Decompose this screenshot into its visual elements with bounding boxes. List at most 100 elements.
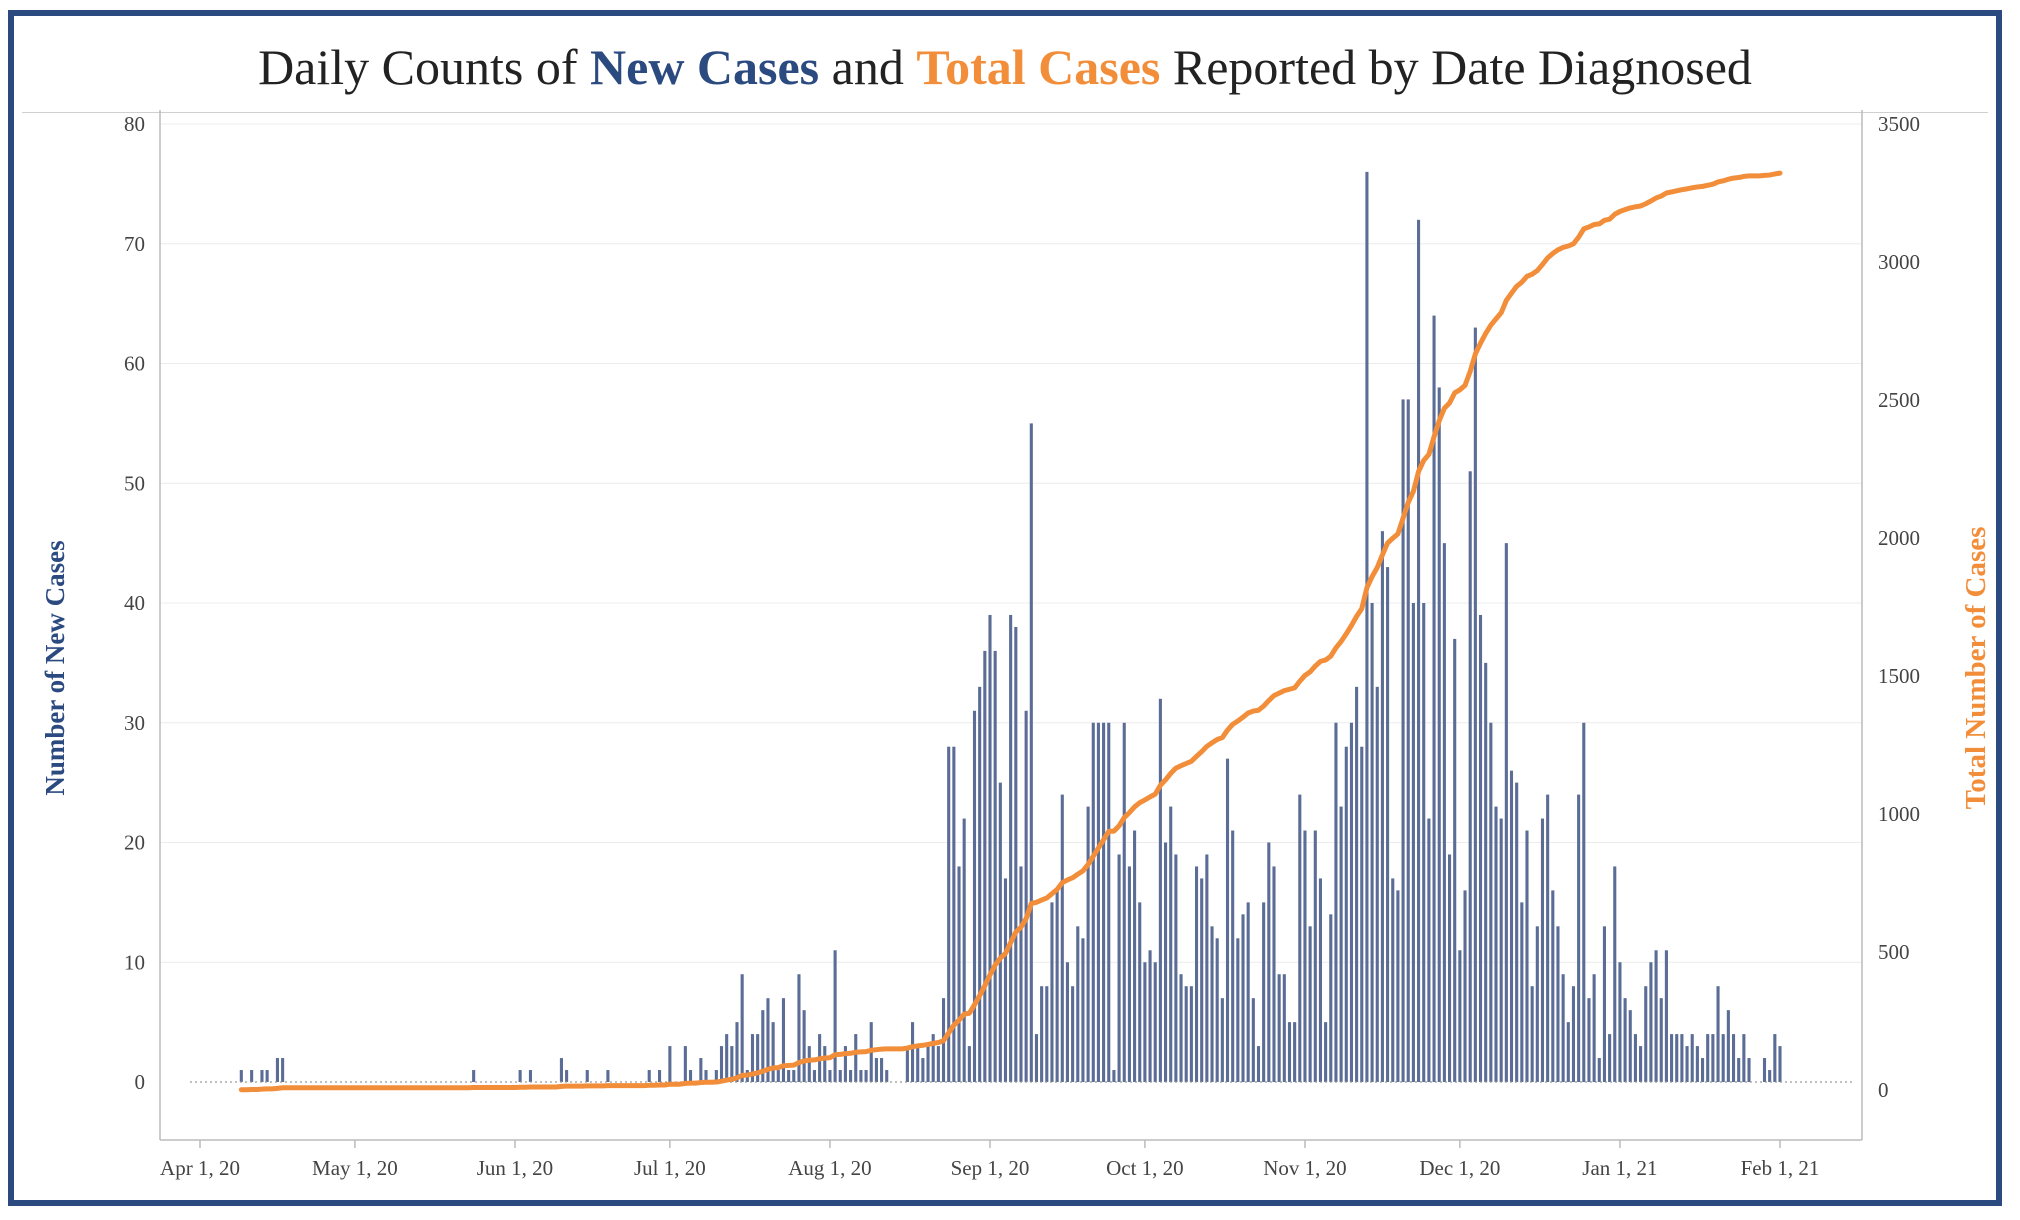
y-axis-title: Number of New Cases xyxy=(40,540,70,795)
new-cases-bar xyxy=(1370,603,1374,1082)
new-cases-bar xyxy=(559,1058,563,1082)
title-divider xyxy=(22,112,1988,113)
new-cases-bar xyxy=(1453,638,1457,1082)
y2-tick-label: 500 xyxy=(1878,940,1910,964)
new-cases-bar xyxy=(1164,842,1168,1082)
new-cases-bar xyxy=(1158,698,1162,1082)
new-cases-bar xyxy=(812,1070,816,1082)
total-cases-series-line xyxy=(238,170,1783,1093)
new-cases-bar xyxy=(1566,1022,1570,1083)
new-cases-bar xyxy=(472,1070,476,1082)
new-cases-bar xyxy=(998,782,1002,1083)
new-cases-bar xyxy=(1205,854,1209,1082)
new-cases-bar xyxy=(962,818,966,1082)
new-cases-bar xyxy=(1014,626,1018,1082)
new-cases-bar xyxy=(1437,387,1441,1082)
new-cases-bar xyxy=(1401,399,1405,1082)
x-tick-label: Apr 1, 20 xyxy=(160,1156,240,1180)
new-cases-bar xyxy=(1422,603,1426,1082)
new-cases-bar xyxy=(1313,830,1317,1082)
new-cases-bar xyxy=(1091,722,1095,1082)
new-cases-bar xyxy=(1308,926,1312,1082)
new-cases-bar xyxy=(1138,902,1142,1083)
new-cases-bar xyxy=(823,1046,827,1082)
new-cases-bar xyxy=(952,746,956,1082)
new-cases-bar xyxy=(1272,866,1276,1082)
new-cases-bar xyxy=(1282,974,1286,1082)
new-cases-bar xyxy=(1644,986,1648,1082)
new-cases-bar xyxy=(750,1034,755,1082)
new-cases-bar xyxy=(1494,806,1498,1082)
new-cases-bar xyxy=(1189,986,1193,1082)
y-tick-label: 0 xyxy=(135,1070,146,1094)
new-cases-bar xyxy=(1716,986,1720,1082)
new-cases-bar xyxy=(239,1070,243,1082)
new-cases-bar xyxy=(1561,974,1565,1082)
new-cases-bar xyxy=(936,1046,940,1082)
new-cases-bar xyxy=(1675,1034,1679,1082)
new-cases-bar xyxy=(1458,950,1462,1082)
y2-tick-label: 2500 xyxy=(1878,388,1920,412)
new-cases-bar xyxy=(1525,830,1529,1082)
new-cases-bar xyxy=(967,1046,971,1082)
new-cases-bar xyxy=(1112,1070,1116,1082)
new-cases-bar xyxy=(1442,543,1446,1083)
new-cases-bar xyxy=(1602,926,1606,1082)
new-cases-bar xyxy=(1773,1034,1777,1082)
new-cases-bar xyxy=(1107,722,1111,1082)
title-new-cases: New Cases xyxy=(590,39,820,95)
new-cases-bar xyxy=(265,1070,269,1082)
new-cases-bar xyxy=(740,974,744,1082)
new-cases-bar xyxy=(1220,998,1224,1082)
y-tick-label: 40 xyxy=(124,591,145,615)
new-cases-bar xyxy=(864,1070,868,1082)
y2-tick-label: 3000 xyxy=(1878,250,1920,274)
new-cases-bar xyxy=(699,1058,703,1082)
new-cases-bar xyxy=(1762,1058,1767,1082)
new-cases-bar xyxy=(1344,746,1348,1082)
y2-tick-label: 1000 xyxy=(1878,802,1920,826)
new-cases-bar xyxy=(1597,1058,1601,1082)
new-cases-bar xyxy=(1050,902,1054,1083)
new-cases-bar xyxy=(1086,806,1090,1082)
new-cases-bar xyxy=(1174,854,1178,1082)
new-cases-bar xyxy=(1721,1034,1725,1082)
new-cases-bar xyxy=(1334,722,1338,1082)
y-tick-label: 20 xyxy=(124,831,145,855)
new-cases-bar xyxy=(1499,818,1503,1082)
new-cases-bar xyxy=(1731,1034,1736,1082)
new-cases-bar xyxy=(776,1070,780,1082)
new-cases-bar xyxy=(1386,567,1390,1082)
new-cases-bar xyxy=(1664,950,1668,1082)
new-cases-bar xyxy=(1076,926,1080,1082)
new-cases-bar xyxy=(947,746,951,1082)
new-cases-bar xyxy=(647,1070,651,1082)
new-cases-bar xyxy=(1241,914,1245,1082)
new-cases-bar xyxy=(1737,1058,1741,1082)
y2-tick-label: 1500 xyxy=(1878,664,1920,688)
new-cases-bar xyxy=(657,1070,662,1082)
new-cases-bar xyxy=(1504,543,1508,1083)
x-tick-labels: Apr 1, 20 May 1, 20 Jun 1, 20 Jul 1, 20 Aug … xyxy=(160,1140,1819,1180)
new-cases-bar xyxy=(1355,686,1359,1082)
x-tick-label: May 1, 20 xyxy=(312,1156,398,1180)
new-cases-bar xyxy=(756,1034,760,1082)
new-cases-bar xyxy=(518,1070,522,1082)
new-cases-bar xyxy=(1277,974,1281,1082)
x-tick-label: Aug 1, 20 xyxy=(788,1156,871,1180)
new-cases-bar xyxy=(250,1070,254,1082)
new-cases-bar xyxy=(1582,722,1586,1082)
y-tick-label: 10 xyxy=(124,950,145,974)
new-cases-bar xyxy=(1102,722,1106,1082)
new-cases-bar xyxy=(1375,686,1379,1082)
new-cases-bar xyxy=(1659,998,1663,1082)
new-cases-bar xyxy=(1019,866,1023,1082)
new-cases-bar xyxy=(1329,914,1333,1082)
y-tick-label: 70 xyxy=(124,232,145,256)
new-cases-bar xyxy=(1003,878,1008,1082)
new-cases-bar xyxy=(1298,794,1302,1082)
new-cases-bar xyxy=(1515,782,1519,1083)
new-cases-bar xyxy=(1742,1034,1746,1082)
new-cases-bar xyxy=(972,710,977,1082)
